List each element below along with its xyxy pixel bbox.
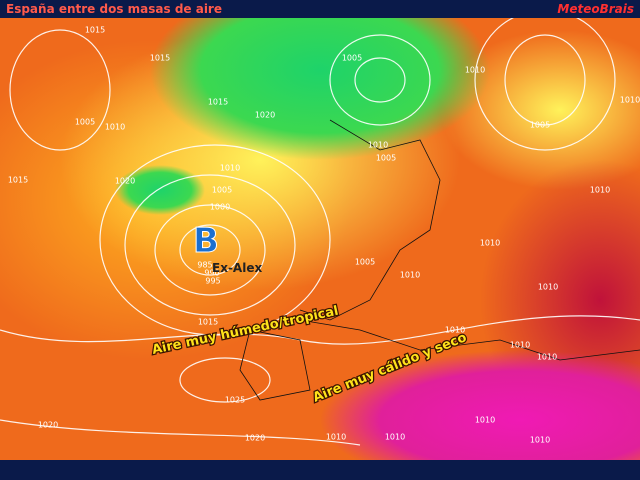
isobar-label: 1010 xyxy=(537,353,557,362)
isobar-label: 1005 xyxy=(342,54,362,63)
isobar-label: 1010 xyxy=(385,433,405,442)
isobar-label: 1015 xyxy=(198,318,218,327)
isobar-label: 1005 xyxy=(376,154,396,163)
hot-zone xyxy=(320,350,640,480)
isobar-label: 1010 xyxy=(445,326,465,335)
isobar-label: 1015 xyxy=(8,176,28,185)
isobar-label: 1010 xyxy=(105,123,125,132)
coastlines xyxy=(239,119,640,401)
header-bar xyxy=(0,0,640,18)
isobar-label: 1005 xyxy=(355,258,375,267)
isobar-label: 1005 xyxy=(530,121,550,130)
humid-zone xyxy=(150,0,490,160)
isobar-label: 1020 xyxy=(255,111,275,120)
isobar-label: 1015 xyxy=(85,26,105,35)
isobar-label: 1010 xyxy=(510,341,530,350)
isobar-label: 1010 xyxy=(530,436,550,445)
isobar-label: 990 xyxy=(204,269,219,278)
isobar-label: 1010 xyxy=(400,271,420,280)
isobar-label: 1025 xyxy=(225,396,245,405)
isobar-label: 1010 xyxy=(368,141,388,150)
isobar-label: 1015 xyxy=(208,98,228,107)
isobar-label: 995 xyxy=(205,277,220,286)
low-symbol: B xyxy=(193,221,219,261)
isobar-label: 1010 xyxy=(620,96,640,105)
isobar-label: 1010 xyxy=(590,186,610,195)
isobar-label: 1010 xyxy=(480,239,500,248)
isobar-label: 1000 xyxy=(210,203,230,212)
isobar-label: 1010 xyxy=(465,66,485,75)
isobar-label: 1010 xyxy=(538,283,558,292)
isobar-label: 1010 xyxy=(326,433,346,442)
isobar-label: 1005 xyxy=(75,118,95,127)
low-name: Ex-Alex xyxy=(212,261,262,275)
isobar-label: 1020 xyxy=(245,434,265,443)
title: España entre dos masas de aire xyxy=(6,2,222,16)
isobar-label: 1020 xyxy=(115,177,135,186)
isobar-label: 1010 xyxy=(220,164,240,173)
isobar-label: 1015 xyxy=(150,54,170,63)
logo: MeteoBrais xyxy=(557,2,634,16)
isobar-label: 1010 xyxy=(475,416,495,425)
isobar-label: 985 xyxy=(197,261,212,270)
isobar-label: 1020 xyxy=(38,421,58,430)
footer-bar xyxy=(0,460,640,480)
isobar-label: 1005 xyxy=(212,186,232,195)
